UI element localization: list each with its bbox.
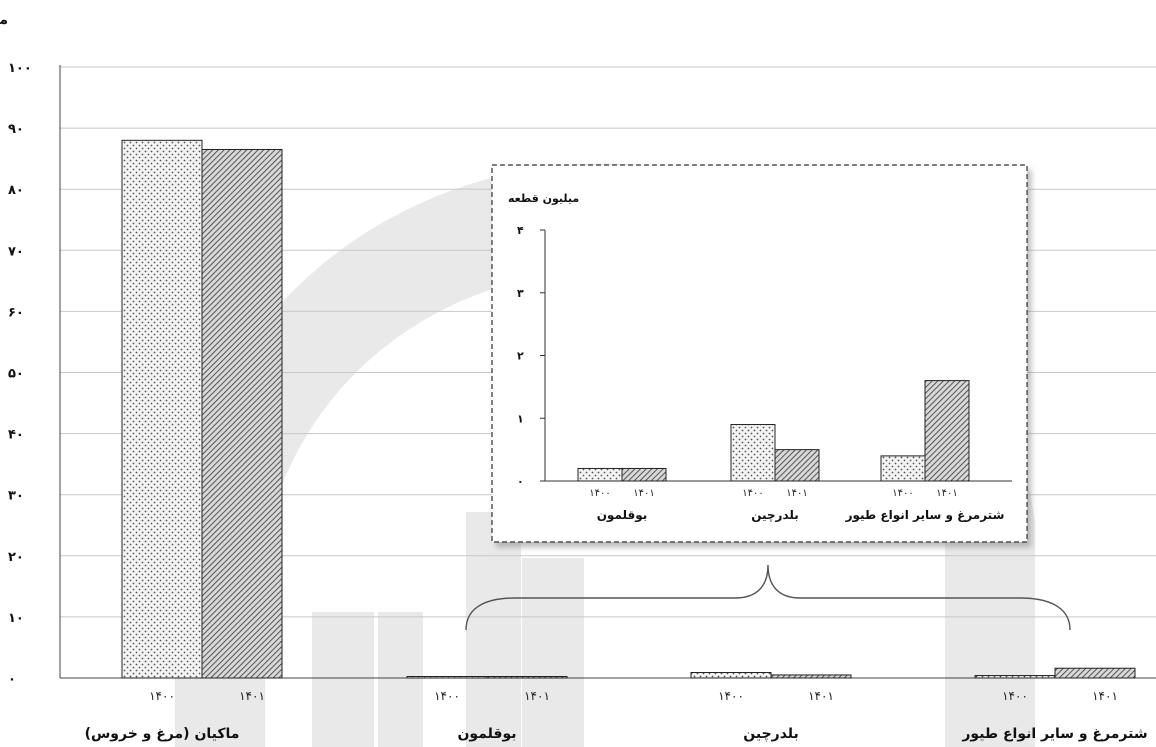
- main-year-label: ۱۴۰۱: [239, 689, 265, 703]
- main-category-label: بلدرچین: [743, 726, 799, 742]
- main-y-tick-label: ۱۰: [8, 611, 24, 626]
- inset-category-label: شترمرغ و سایر انواع طیور: [845, 508, 1005, 523]
- main-bar: [1054, 667, 1136, 679]
- main-y-axis: ۰ ۱۰ ۲۰ ۳۰ ۴۰ ۵۰ ۶۰ ۷۰ ۸۰ ۹۰ ۱۰۰: [8, 61, 61, 687]
- main-bar: [121, 139, 203, 679]
- inset-unit-label: میلیون قطعه: [508, 192, 579, 205]
- main-unit-label: میلیون قطعه: [0, 12, 8, 28]
- main-y-tick-label: ۳۰: [8, 489, 24, 504]
- main-y-tick-label: ۱۰۰: [8, 61, 32, 76]
- main-y-tick-label: ۰: [8, 672, 16, 687]
- inset-category-label: بوقلمون: [597, 508, 648, 523]
- main-bar: [770, 674, 852, 679]
- main-year-label: ۱۴۰۱: [524, 689, 550, 703]
- main-y-tick-label: ۷۰: [8, 244, 24, 259]
- inset-y-tick-label: ۱: [517, 412, 524, 425]
- inset-y-tick-label: ۰: [517, 475, 524, 488]
- main-category-label: ماکیان (مرغ و خروس): [85, 726, 240, 742]
- main-category-label: بوقلمون: [457, 726, 516, 742]
- inset-year-label: ۱۴۰۰: [742, 488, 763, 499]
- main-year-label: ۱۴۰۱: [808, 689, 834, 703]
- main-bars: [121, 139, 1136, 679]
- main-y-tick-label: ۸۰: [8, 183, 24, 198]
- main-year-label: ۱۴۰۱: [1092, 689, 1118, 703]
- main-y-tick-label: ۶۰: [8, 305, 24, 320]
- inset-year-label: ۱۴۰۰: [892, 488, 913, 499]
- inset-frame: [491, 164, 1028, 543]
- inset-year-label: ۱۴۰۱: [936, 488, 957, 499]
- inset-category-label: بلدرچین: [751, 508, 799, 522]
- main-y-tick-label: ۵۰: [8, 367, 24, 382]
- inset-bar: [774, 449, 820, 482]
- inset-y-tick-label: ۴: [517, 224, 524, 237]
- inset-year-label: ۱۴۰۰: [589, 488, 610, 499]
- inset-y-tick-label: ۳: [517, 287, 524, 300]
- main-bar: [974, 675, 1056, 679]
- zoom-brace: [465, 564, 1071, 631]
- main-bar: [406, 676, 488, 679]
- main-year-label: ۱۴۰۰: [1002, 689, 1028, 703]
- main-y-tick-label: ۲۰: [8, 550, 24, 565]
- inset-y-tick-label: ۲: [517, 350, 524, 363]
- inset-bar: [577, 467, 623, 482]
- main-y-tick-label: ۹۰: [8, 122, 24, 137]
- main-bar: [486, 676, 568, 679]
- inset-year-label: ۱۴۰۱: [786, 488, 807, 499]
- main-year-label: ۱۴۰۰: [434, 689, 460, 703]
- main-x-labels: ۱۴۰۰ ۱۴۰۱ ماکیان (مرغ و خروس) ۱۴۰۰ ۱۴۰۱ بوقلم…: [85, 689, 1148, 742]
- main-bar: [690, 672, 772, 679]
- inset-bar: [621, 467, 667, 482]
- inset-bar: [924, 380, 970, 482]
- inset-x-labels: ۱۴۰۰ ۱۴۰۱ بوقلمون ۱۴۰۰ ۱۴۰۱ بلدرچین ۱۴۰۰ ۱۴۰۱ شت…: [589, 488, 1004, 523]
- main-y-tick-label: ۴۰: [8, 428, 24, 443]
- inset-bar: [730, 424, 776, 482]
- inset-bars: [577, 380, 970, 482]
- main-bar: [201, 148, 283, 679]
- main-category-label: شترمرغ و سایر انواع طیور: [961, 726, 1147, 742]
- inset-year-label: ۱۴۰۱: [633, 488, 654, 499]
- main-year-label: ۱۴۰۰: [718, 689, 744, 703]
- inset-bar: [880, 455, 926, 482]
- main-year-label: ۱۴۰۰: [149, 689, 175, 703]
